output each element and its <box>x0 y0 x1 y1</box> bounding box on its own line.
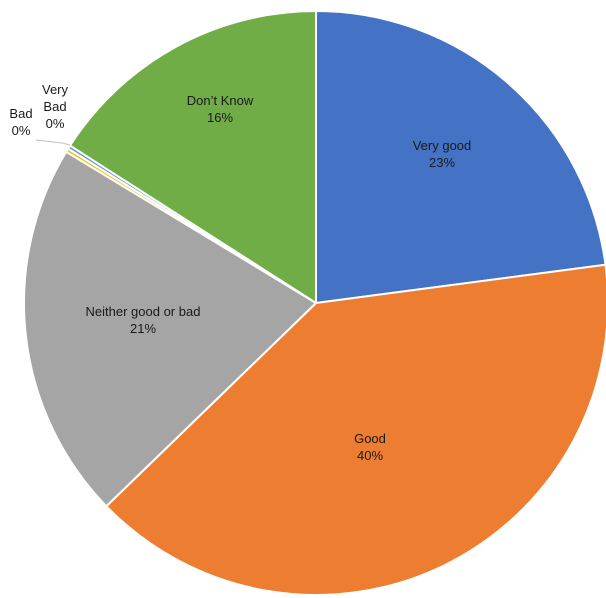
pie-label-neither-good-or-bad: Neither good or bad 21% <box>86 304 201 336</box>
pie-label-name: Don’t Know <box>187 93 254 108</box>
pie-slice-very-good <box>315 10 606 304</box>
pie-label-name: Neither good or bad <box>86 304 201 319</box>
pie-label-very-bad: Very Bad 0% <box>42 82 69 131</box>
pie-label-percent: 0% <box>12 123 31 138</box>
pie-label-bad: Bad 0% <box>9 106 32 138</box>
pie-label-very-good: Very good 23% <box>413 138 472 170</box>
pie-label-percent: 0% <box>46 116 65 131</box>
pie-label-percent: 23% <box>429 155 455 170</box>
pie-slice-neither-good-or-bad <box>23 150 317 508</box>
pie-label-name: Good <box>354 431 386 446</box>
pie-label-name: Very Bad <box>42 82 69 114</box>
pie-label-good: Good 40% <box>354 431 386 463</box>
pie-slice-good <box>105 263 606 596</box>
pie-label-don-t-know: Don’t Know 16% <box>187 93 254 125</box>
pie-label-name: Bad <box>9 106 32 121</box>
pie-label-name: Very good <box>413 138 472 153</box>
pie-label-percent: 16% <box>207 110 233 125</box>
pie-slice-don-t-know <box>69 10 317 304</box>
leader-line <box>35 139 71 146</box>
pie-label-percent: 21% <box>130 321 156 336</box>
pie-label-percent: 40% <box>357 448 383 463</box>
